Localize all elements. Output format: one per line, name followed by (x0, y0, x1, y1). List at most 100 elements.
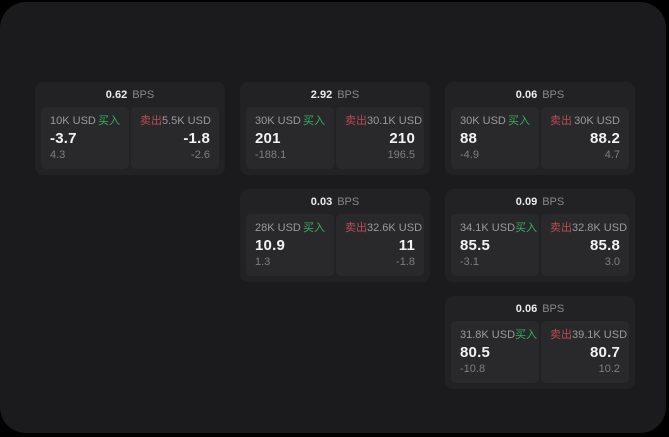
sell-price: -1.8 (183, 129, 210, 147)
sell-tile-header: 卖出 32.6K USD (345, 222, 422, 235)
sell-tile[interactable]: 卖出 32.8K USD 85.8 3.0 (541, 214, 629, 276)
sell-side-label: 卖出 (550, 222, 572, 234)
buy-price: 88 (460, 129, 478, 147)
buy-side-label: 买入 (515, 329, 538, 341)
sell-price: 210 (389, 129, 415, 147)
quote-card: 0.06 BPS 30K USD 买入 88 -4.9 卖出 30K USD (445, 82, 635, 175)
buy-tile-header: 30K USD 买入 (255, 115, 325, 128)
bps-value: 0.06 (515, 89, 538, 101)
buy-tile-header: 30K USD 买入 (460, 115, 530, 128)
sell-tile-header: 卖出 39.1K USD (550, 329, 627, 342)
sell-tile-header: 卖出 5.5K USD (140, 115, 211, 128)
bps-header: 2.92 BPS (240, 82, 430, 105)
bps-header: 0.03 BPS (240, 189, 430, 212)
quote-card: 0.09 BPS 34.1K USD 买入 85.5 -3.1 卖出 32.8K… (445, 189, 635, 282)
buy-amount: 10K USD (50, 115, 96, 127)
buy-tile[interactable]: 34.1K USD 买入 85.5 -3.1 (451, 214, 539, 276)
buy-side-label: 买入 (303, 115, 325, 127)
card-body: 28K USD 买入 10.9 1.3 卖出 32.6K USD 11 -1.8 (240, 212, 430, 282)
sell-amount: 32.8K USD (572, 222, 628, 234)
buy-delta: -3.1 (460, 256, 479, 268)
sell-amount: 5.5K USD (162, 115, 211, 127)
sell-price: 88.2 (590, 129, 620, 147)
sell-side-label: 卖出 (550, 115, 572, 127)
sell-side-label: 卖出 (550, 329, 572, 341)
buy-tile[interactable]: 31.8K USD 买入 80.5 -10.8 (451, 321, 539, 383)
bps-unit-label: BPS (132, 89, 155, 101)
quote-card: 0.06 BPS 31.8K USD 买入 80.5 -10.8 卖出 39.1… (445, 296, 635, 389)
quote-card: 2.92 BPS 30K USD 买入 201 -188.1 卖出 30.1K … (240, 82, 430, 175)
buy-amount: 30K USD (255, 115, 301, 127)
card-body: 10K USD 买入 -3.7 4.3 卖出 5.5K USD -1.8 -2.… (35, 105, 225, 175)
card-body: 34.1K USD 买入 85.5 -3.1 卖出 32.8K USD 85.8… (445, 212, 635, 282)
bps-value: 2.92 (310, 89, 333, 101)
buy-side-label: 买入 (303, 222, 325, 234)
card-body: 31.8K USD 买入 80.5 -10.8 卖出 39.1K USD 80.… (445, 319, 635, 389)
sell-delta: 4.7 (604, 149, 620, 161)
buy-side-label: 买入 (508, 115, 530, 127)
sell-delta: 196.5 (387, 149, 415, 161)
card-body: 30K USD 买入 201 -188.1 卖出 30.1K USD 210 1… (240, 105, 430, 175)
sell-delta: 3.0 (604, 256, 620, 268)
sell-tile-header: 卖出 30K USD (550, 115, 620, 128)
sell-tile-header: 卖出 30.1K USD (345, 115, 422, 128)
sell-price: 85.8 (590, 236, 620, 254)
sell-amount: 39.1K USD (572, 329, 628, 341)
buy-tile-header: 28K USD 买入 (255, 222, 325, 235)
sell-tile[interactable]: 卖出 5.5K USD -1.8 -2.6 (131, 107, 219, 169)
buy-amount: 34.1K USD (460, 222, 516, 234)
bps-header: 0.09 BPS (445, 189, 635, 212)
bps-unit-label: BPS (542, 196, 565, 208)
quote-board: 0.62 BPS 10K USD 买入 -3.7 4.3 卖出 5.5K USD (35, 82, 635, 389)
buy-price: 10.9 (255, 236, 285, 254)
bps-header: 0.62 BPS (35, 82, 225, 105)
sell-amount: 30K USD (574, 115, 620, 127)
bps-value: 0.09 (515, 196, 538, 208)
buy-price: -3.7 (50, 129, 77, 147)
buy-price: 201 (255, 129, 281, 147)
bps-header: 0.06 BPS (445, 82, 635, 105)
buy-tile[interactable]: 28K USD 买入 10.9 1.3 (246, 214, 334, 276)
quote-card: 0.03 BPS 28K USD 买入 10.9 1.3 卖出 32.6K US… (240, 189, 430, 282)
buy-tile-header: 31.8K USD 买入 (460, 329, 537, 342)
sell-side-label: 卖出 (140, 115, 162, 127)
buy-delta: -188.1 (255, 149, 287, 161)
buy-amount: 28K USD (255, 222, 301, 234)
buy-amount: 31.8K USD (460, 329, 516, 341)
sell-delta: -2.6 (191, 149, 210, 161)
buy-price: 80.5 (460, 343, 490, 361)
quote-card: 0.62 BPS 10K USD 买入 -3.7 4.3 卖出 5.5K USD (35, 82, 225, 175)
buy-delta: 1.3 (255, 256, 271, 268)
sell-price: 80.7 (590, 343, 620, 361)
buy-tile[interactable]: 10K USD 买入 -3.7 4.3 (41, 107, 129, 169)
buy-side-label: 买入 (515, 222, 538, 234)
sell-delta: 10.2 (598, 363, 620, 375)
bps-header: 0.06 BPS (445, 296, 635, 319)
bps-value: 0.62 (105, 89, 128, 101)
sell-amount: 32.6K USD (367, 222, 423, 234)
buy-tile[interactable]: 30K USD 买入 201 -188.1 (246, 107, 334, 169)
sell-side-label: 卖出 (345, 115, 367, 127)
bps-unit-label: BPS (542, 89, 565, 101)
sell-amount: 30.1K USD (367, 115, 423, 127)
sell-side-label: 卖出 (345, 222, 367, 234)
buy-delta: -10.8 (460, 363, 486, 375)
sell-price: 11 (398, 236, 415, 254)
bps-value: 0.06 (515, 303, 538, 315)
bps-value: 0.03 (310, 196, 333, 208)
sell-tile[interactable]: 卖出 30K USD 88.2 4.7 (541, 107, 629, 169)
sell-tile[interactable]: 卖出 39.1K USD 80.7 10.2 (541, 321, 629, 383)
buy-side-label: 买入 (98, 115, 120, 127)
sell-delta: -1.8 (396, 256, 415, 268)
buy-amount: 30K USD (460, 115, 506, 127)
buy-delta: 4.3 (50, 149, 66, 161)
sell-tile[interactable]: 卖出 30.1K USD 210 196.5 (336, 107, 424, 169)
buy-tile[interactable]: 30K USD 买入 88 -4.9 (451, 107, 539, 169)
bps-unit-label: BPS (337, 89, 360, 101)
bps-unit-label: BPS (542, 303, 565, 315)
sell-tile[interactable]: 卖出 32.6K USD 11 -1.8 (336, 214, 424, 276)
bps-unit-label: BPS (337, 196, 360, 208)
buy-tile-header: 10K USD 买入 (50, 115, 120, 128)
buy-tile-header: 34.1K USD 买入 (460, 222, 537, 235)
